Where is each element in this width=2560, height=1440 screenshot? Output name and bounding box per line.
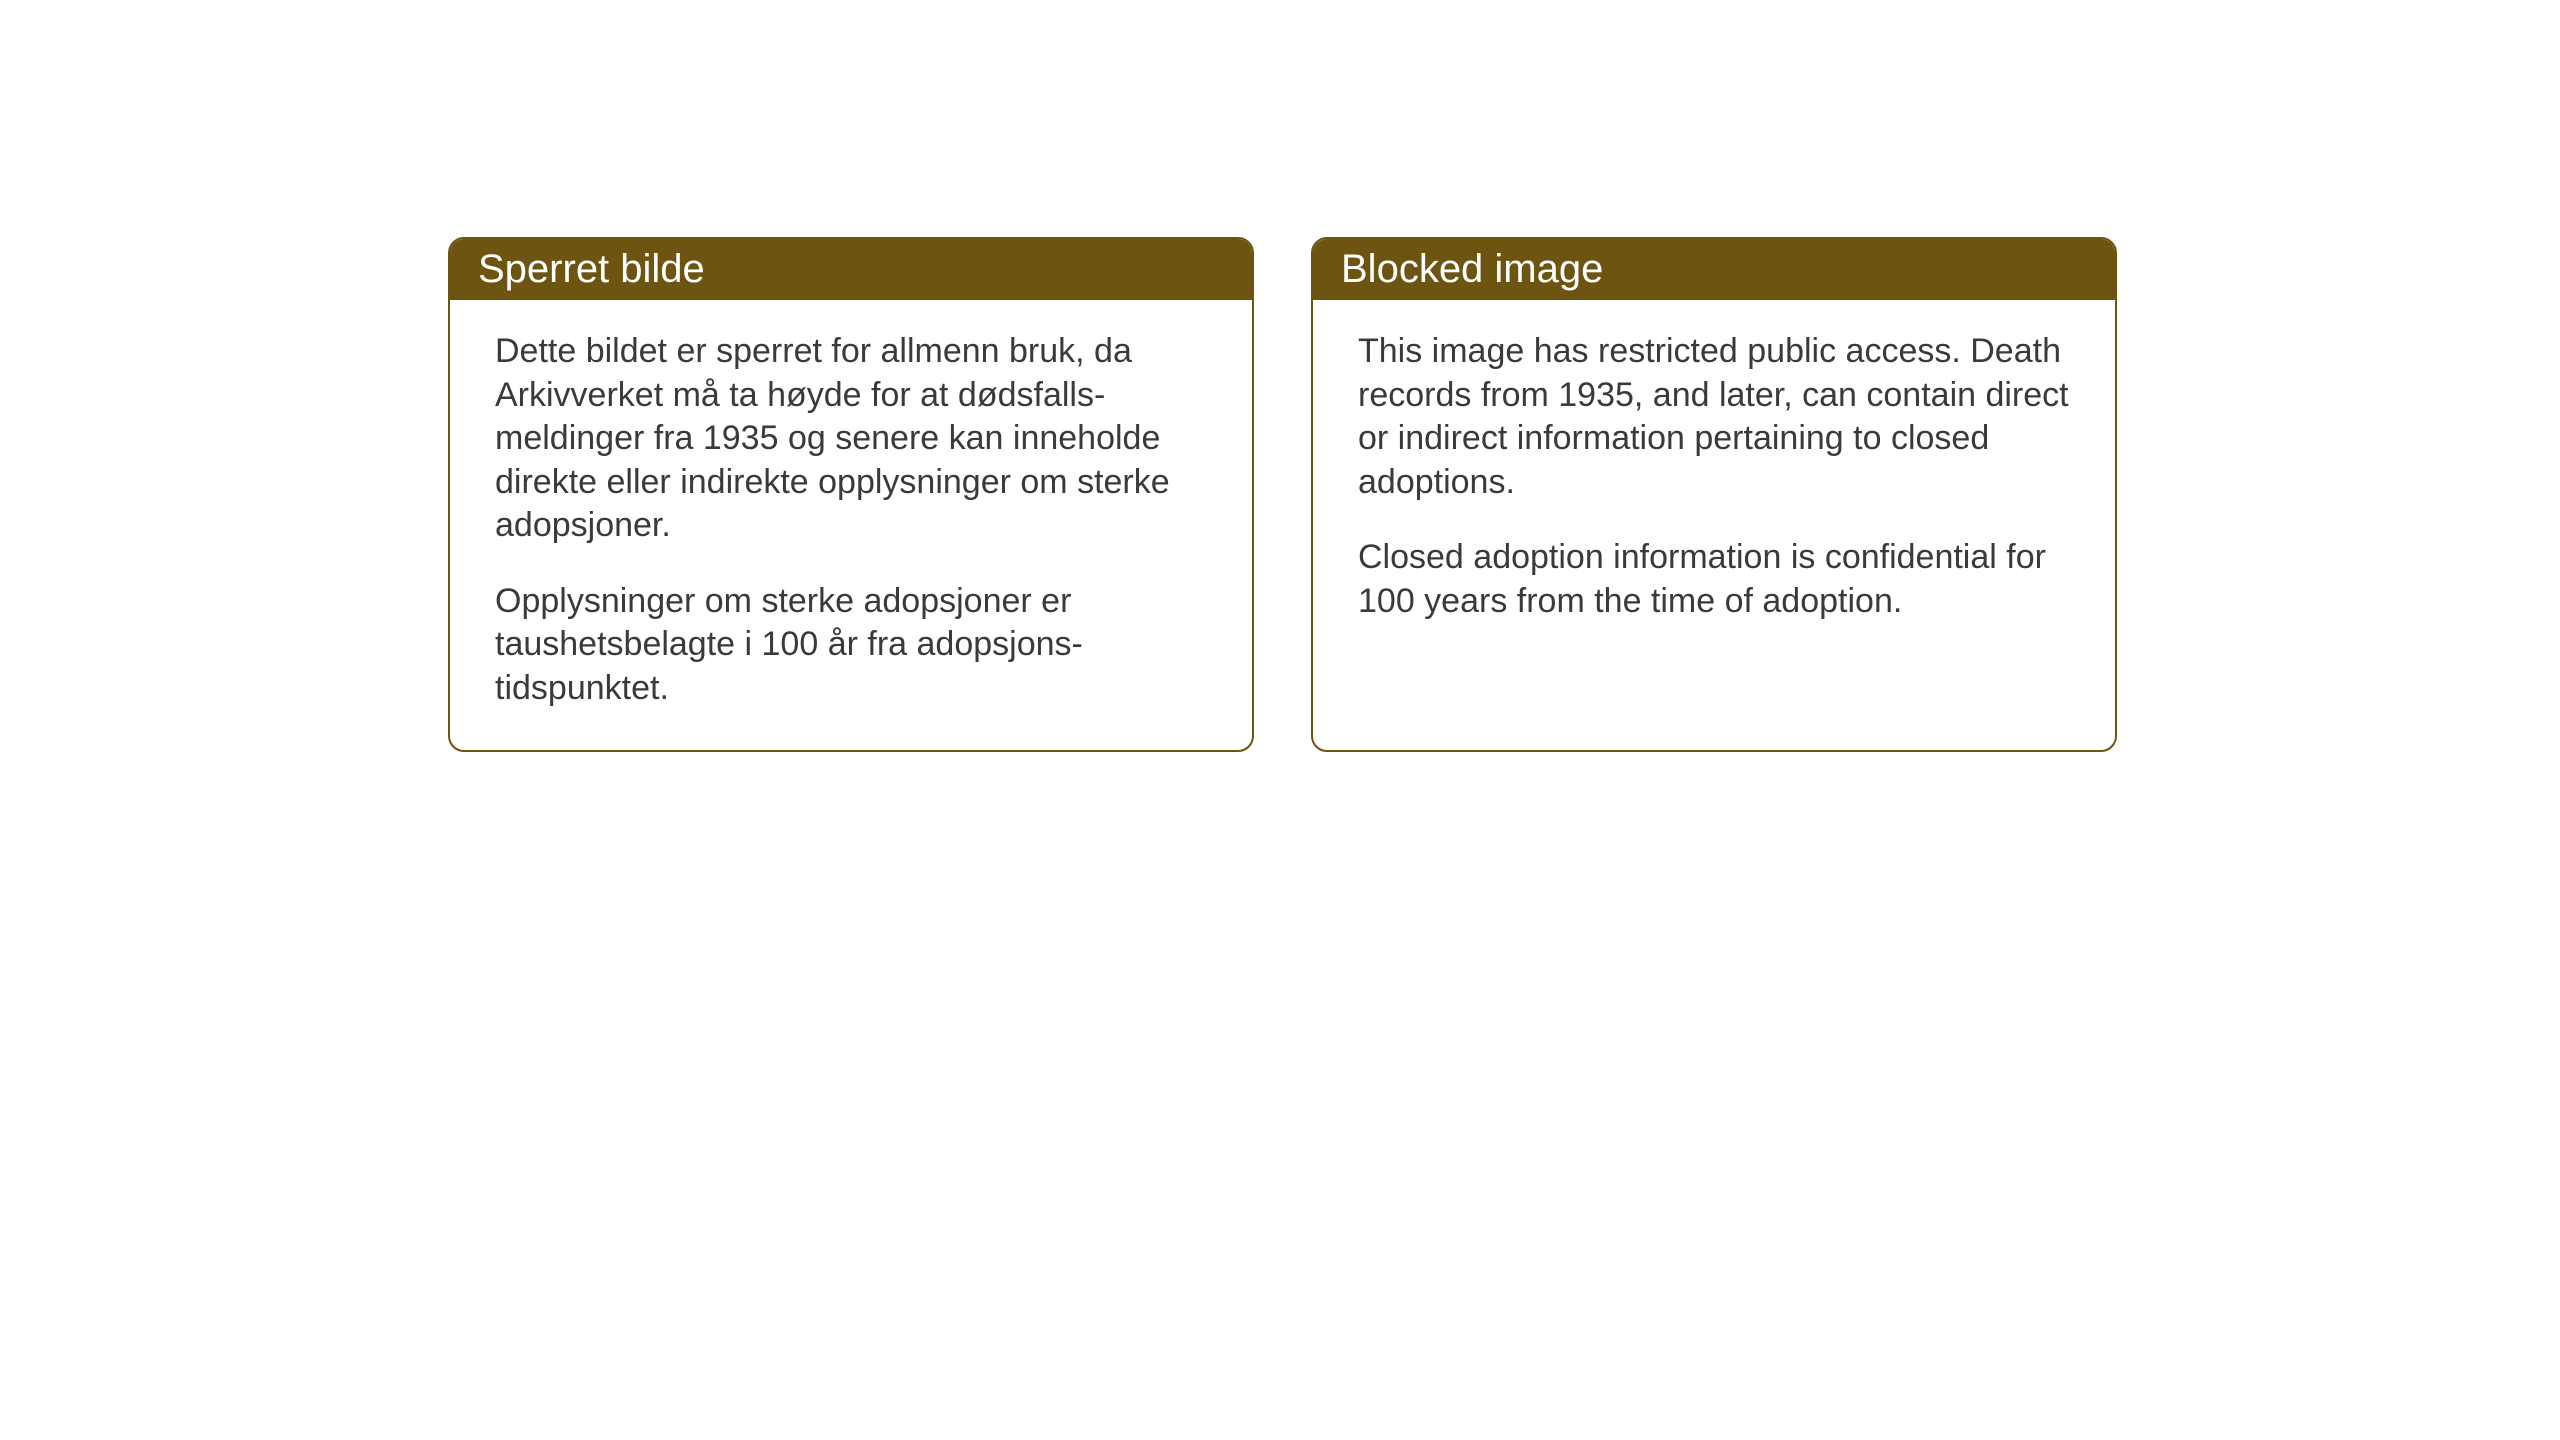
card-norwegian-paragraph-1: Dette bildet er sperret for allmenn bruk…	[495, 330, 1207, 548]
cards-container: Sperret bilde Dette bildet er sperret fo…	[448, 237, 2117, 752]
card-english-header: Blocked image	[1313, 239, 2115, 300]
card-norwegian-title: Sperret bilde	[478, 247, 705, 291]
card-english-paragraph-2: Closed adoption information is confident…	[1358, 536, 2070, 623]
card-english-title: Blocked image	[1341, 247, 1603, 291]
card-english: Blocked image This image has restricted …	[1311, 237, 2117, 752]
card-norwegian-header: Sperret bilde	[450, 239, 1252, 300]
card-norwegian: Sperret bilde Dette bildet er sperret fo…	[448, 237, 1254, 752]
card-english-body: This image has restricted public access.…	[1313, 300, 2115, 663]
card-english-paragraph-1: This image has restricted public access.…	[1358, 330, 2070, 504]
card-norwegian-body: Dette bildet er sperret for allmenn bruk…	[450, 300, 1252, 750]
card-norwegian-paragraph-2: Opplysninger om sterke adopsjoner er tau…	[495, 580, 1207, 711]
